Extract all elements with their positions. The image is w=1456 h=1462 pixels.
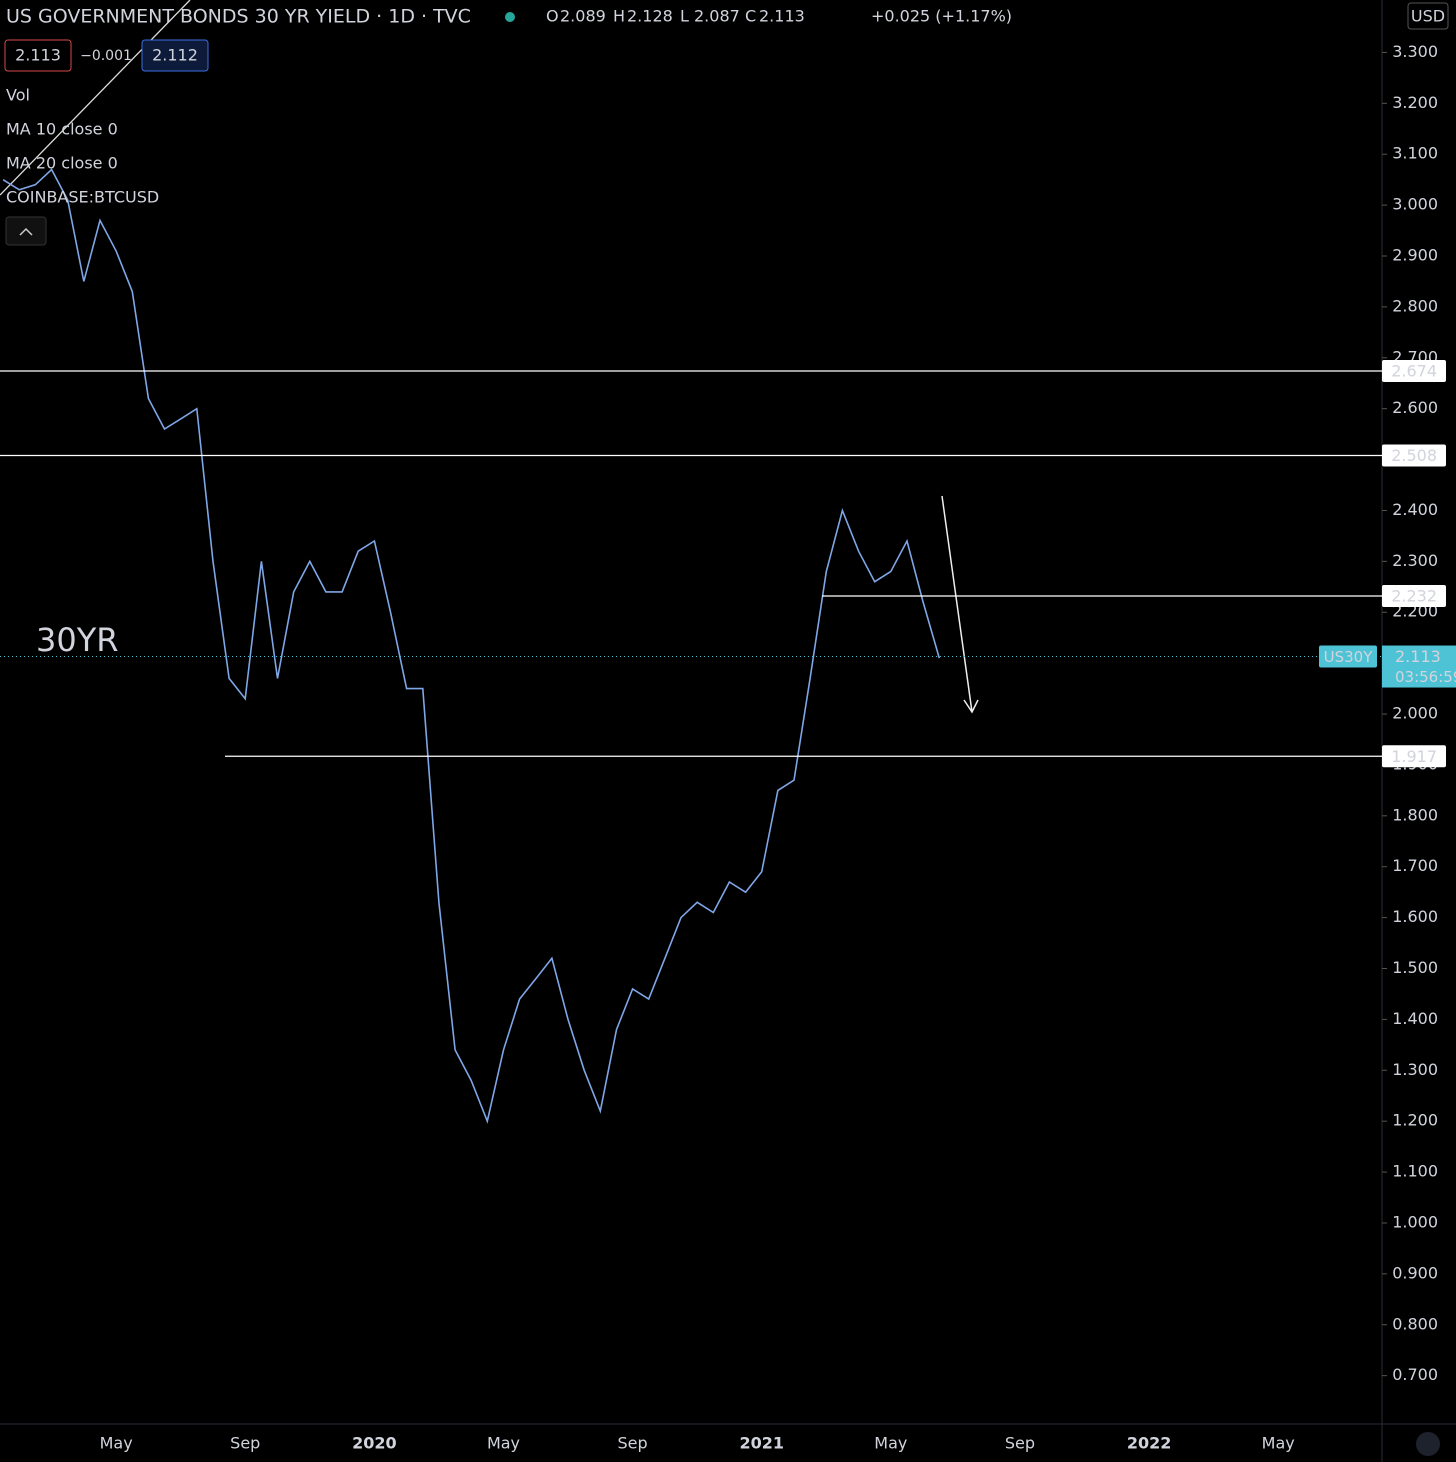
x-tick-label: May xyxy=(100,1434,133,1453)
currency-box[interactable] xyxy=(1407,2,1449,30)
arrow-annotation xyxy=(941,495,973,713)
y-tick-label: 1.000 xyxy=(1392,1212,1438,1231)
x-tick-label: 2022 xyxy=(1127,1434,1172,1453)
status-dot xyxy=(505,12,515,22)
ohlc-value: 2.087 xyxy=(694,7,740,26)
level-label: 1.917 xyxy=(1391,747,1437,766)
last-price-label: 2.113 xyxy=(1395,647,1441,666)
level-tag xyxy=(1382,444,1446,467)
chart-title: US GOVERNMENT BONDS 30 YR YIELD · 1D · T… xyxy=(6,6,471,28)
indicator[interactable]: MA 20 close 0 xyxy=(6,154,118,173)
price-line xyxy=(2,168,941,1124)
bid: 2.113 xyxy=(15,46,61,65)
symbol-label: US30Y xyxy=(1324,648,1374,666)
y-tick-label: 1.200 xyxy=(1392,1111,1438,1130)
ohlc-label: C xyxy=(745,7,756,26)
y-tick-label: 2.000 xyxy=(1392,704,1438,723)
y-tick-label: 2.800 xyxy=(1392,296,1438,315)
annotation: 30YR xyxy=(36,621,119,659)
ohlc-label: O xyxy=(546,7,559,26)
x-tick-label: 2021 xyxy=(739,1434,784,1453)
trend-line xyxy=(0,0,191,196)
y-tick-label: 3.300 xyxy=(1392,42,1438,61)
currency: USD xyxy=(1411,7,1445,26)
x-tick-label: 2020 xyxy=(352,1434,397,1453)
countdown: 03:56:59 xyxy=(1395,668,1456,686)
level-tag xyxy=(1382,584,1446,607)
indicator[interactable]: Vol xyxy=(6,86,30,105)
y-tick-label: 3.100 xyxy=(1392,144,1438,163)
level-label: 2.232 xyxy=(1391,586,1437,605)
level-label: 2.508 xyxy=(1391,446,1437,465)
symbol-tag xyxy=(1319,645,1377,668)
level-label: 2.674 xyxy=(1391,362,1437,381)
y-tick-label: 2.300 xyxy=(1392,551,1438,570)
y-tick-label: 3.000 xyxy=(1392,195,1438,214)
indicator[interactable]: COINBASE:BTCUSD xyxy=(6,188,159,207)
x-tick-label: Sep xyxy=(618,1434,648,1453)
ohlc-label: L xyxy=(680,7,689,26)
ohlc-value: 2.128 xyxy=(627,7,673,26)
y-tick-label: 1.100 xyxy=(1392,1162,1438,1181)
ohlc-value: 2.113 xyxy=(759,7,805,26)
plot xyxy=(0,51,1387,1377)
collapse-button[interactable] xyxy=(5,216,47,246)
y-tick-label: 3.200 xyxy=(1392,93,1438,112)
spread: −0.001 xyxy=(80,48,132,64)
change: +0.025 (+1.17%) xyxy=(871,7,1012,26)
y-tick-label: 0.700 xyxy=(1392,1365,1438,1384)
x-tick-label: May xyxy=(1262,1434,1295,1453)
x-tick-label: Sep xyxy=(1005,1434,1035,1453)
collapse-icon xyxy=(19,227,33,236)
x-tick-label: May xyxy=(874,1434,907,1453)
y-tick-label: 1.600 xyxy=(1392,907,1438,926)
ohlc-label: H xyxy=(613,7,625,26)
y-tick-label: 0.900 xyxy=(1392,1263,1438,1282)
y-tick-label: 1.400 xyxy=(1392,1009,1438,1028)
indicator[interactable]: MA 10 close 0 xyxy=(6,120,118,139)
y-tick-label: 2.900 xyxy=(1392,245,1438,264)
y-tick-label: 1.700 xyxy=(1392,856,1438,875)
last-price-tag xyxy=(1382,645,1456,688)
ask: 2.112 xyxy=(152,46,198,65)
ohlc-value: 2.089 xyxy=(560,7,606,26)
level-tag xyxy=(1382,360,1446,383)
x-tick-label: Sep xyxy=(230,1434,260,1453)
arrow-head xyxy=(963,699,979,714)
y-tick-label: 1.800 xyxy=(1392,805,1438,824)
y-tick-label: 0.800 xyxy=(1392,1314,1438,1333)
y-tick-label: 2.400 xyxy=(1392,500,1438,519)
y-tick-label: 2.600 xyxy=(1392,398,1438,417)
ask-box[interactable] xyxy=(141,39,209,72)
y-tick-label: 1.300 xyxy=(1392,1060,1438,1079)
auto-button[interactable] xyxy=(1416,1432,1440,1456)
bid-box[interactable] xyxy=(4,39,72,72)
x-tick-label: May xyxy=(487,1434,520,1453)
y-tick-label: 1.500 xyxy=(1392,958,1438,977)
level-tag xyxy=(1382,745,1446,768)
